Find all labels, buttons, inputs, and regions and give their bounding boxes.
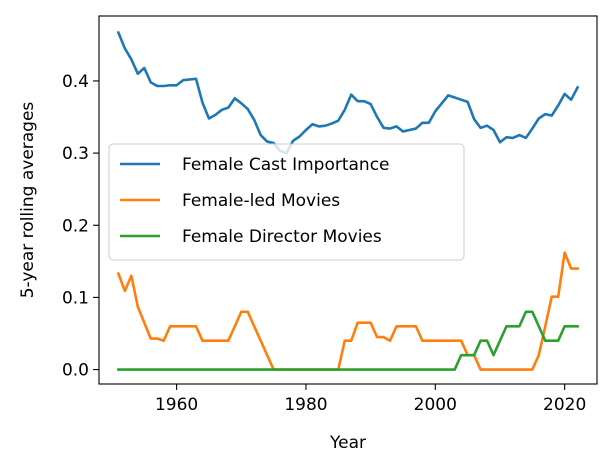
y-tick-label: 0.3: [62, 144, 89, 164]
x-tick-label: 2020: [543, 395, 586, 415]
y-tick-label: 0.4: [62, 72, 89, 92]
series-line-1: [116, 30, 580, 155]
y-axis-label: 5-year rolling averages: [18, 102, 38, 299]
legend-entry-label: Female Director Movies: [182, 227, 382, 247]
y-tick-label: 0.1: [62, 288, 89, 308]
y-tick-label: 0.2: [62, 216, 89, 236]
series-line-2: [116, 251, 579, 371]
axes-frame: [98, 15, 598, 385]
y-tick-label: 0.0: [62, 361, 89, 381]
legend-entry-label: Female Cast Importance: [182, 155, 390, 175]
x-tick-label: 1980: [284, 395, 327, 415]
series-layer: [116, 30, 580, 371]
legend: Female Cast Importance Female-led Movies F…: [108, 143, 465, 261]
legend-box: [108, 143, 465, 261]
axes-layer: 1960 1980 2000 2020 0.0 0.1 0.2 0.3 0.4: [62, 15, 598, 415]
series-line-3: [117, 310, 579, 371]
x-tick-label: 1960: [155, 395, 198, 415]
legend-entry-label: Female-led Movies: [182, 191, 340, 211]
x-tick-label: 2000: [414, 395, 457, 415]
x-axis-label: Year: [329, 433, 366, 453]
